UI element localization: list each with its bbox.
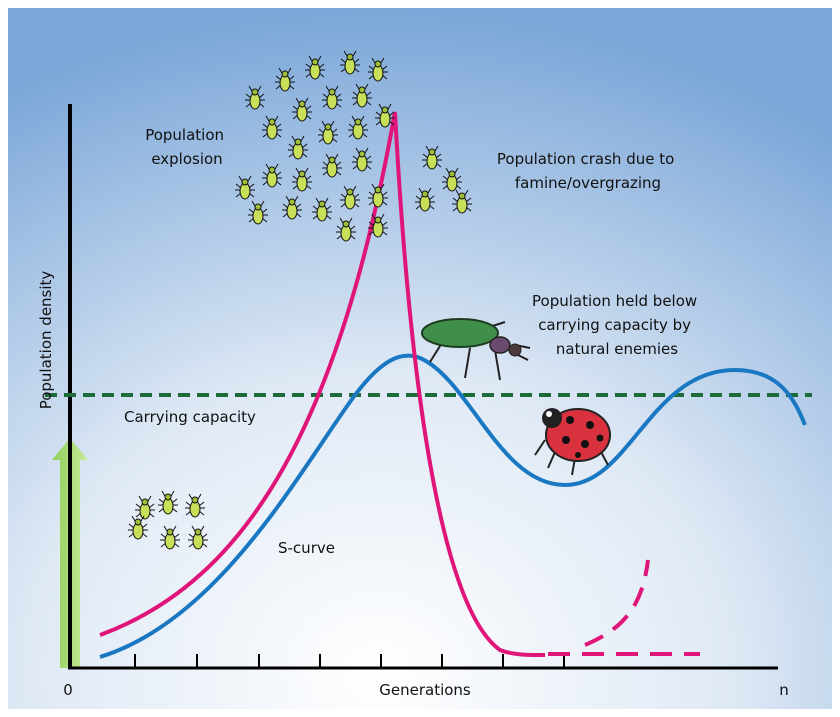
- crash-label: Population crash due to famine/overgrazi…: [497, 150, 679, 192]
- dashed-rise: [584, 559, 650, 647]
- label-line: explosion: [151, 150, 222, 168]
- x-end-label: n: [779, 681, 789, 699]
- carrying-label: Carrying capacity: [124, 408, 256, 426]
- label-line: famine/overgrazing: [515, 174, 661, 192]
- explosion-curve: [99, 111, 546, 658]
- label-line: natural enemies: [556, 340, 678, 358]
- held-label: Population held below carrying capacity …: [532, 292, 702, 358]
- s-curve-label: S-curve: [278, 539, 335, 557]
- y-axis-label: Population density: [37, 271, 55, 410]
- x-start-label: 0: [63, 681, 73, 699]
- x-axis-label: Generations: [379, 681, 471, 699]
- label-line: carrying capacity by: [538, 316, 691, 334]
- label-line: Population: [145, 126, 224, 144]
- label-line: Population crash due to: [497, 150, 674, 168]
- x-ticks: [134, 654, 565, 668]
- s-curve: [99, 353, 807, 659]
- label-line: Population held below: [532, 292, 697, 310]
- ground-beetle: [421, 318, 531, 381]
- ladybug: [534, 408, 611, 476]
- explosion-label: Population explosion: [145, 126, 229, 168]
